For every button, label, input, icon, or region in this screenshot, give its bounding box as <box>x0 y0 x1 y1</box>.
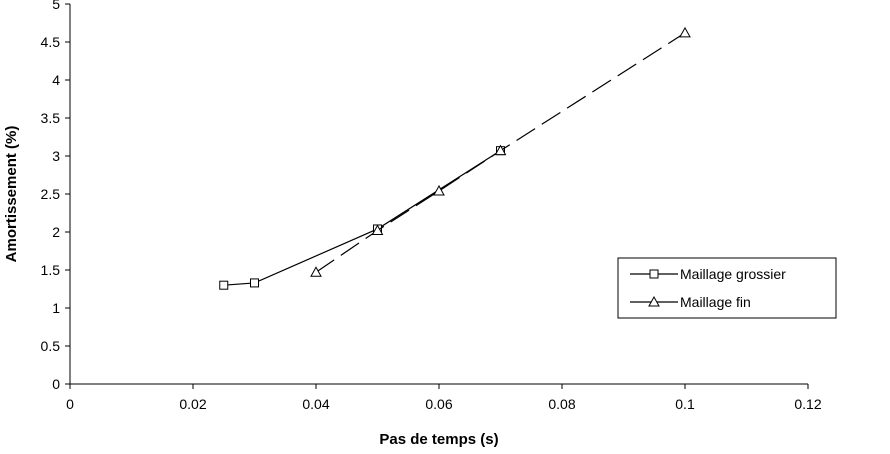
y-tick-label: 1 <box>52 300 60 316</box>
series-1 <box>219 146 505 290</box>
series-2-point <box>433 184 445 196</box>
x-tick-label: 0.02 <box>179 396 206 412</box>
legend-marker-1 <box>649 269 659 279</box>
series-2 <box>310 26 691 277</box>
y-tick-label: 1.5 <box>41 262 61 278</box>
axes: 0 0.5 1 1.5 2 2.5 3 3.5 4 4.5 5 0 0.02 0.04 0.06 0.08 0.… <box>41 0 822 412</box>
x-axis-title: Pas de temps (s) <box>379 431 498 448</box>
y-tick-label: 4.5 <box>41 34 61 50</box>
y-tick-label: 0 <box>52 376 60 392</box>
series-1-point <box>250 278 259 288</box>
legend-marker-2 <box>648 295 660 307</box>
series-2-point <box>310 266 322 277</box>
x-tick-label: 0 <box>66 396 74 412</box>
series-2-point <box>679 26 691 38</box>
legend-label-2: Maillage fin <box>680 294 751 310</box>
legend-label-1: Maillage grossier <box>680 266 786 282</box>
y-tick-label: 0.5 <box>41 338 61 354</box>
series-2-point <box>371 224 384 235</box>
x-tick-label: 0.04 <box>302 396 329 412</box>
y-tick-label: 4 <box>52 72 60 88</box>
x-tick-label: 0.08 <box>548 396 575 412</box>
legend: Maillage grossier Maillage fin <box>617 257 837 319</box>
series-2-point <box>494 144 507 156</box>
y-tick-label: 5 <box>52 0 60 12</box>
y-tick-label: 3 <box>52 148 60 164</box>
y-axis-title: Amortissement (%) <box>3 126 20 263</box>
y-tick-label: 3.5 <box>41 110 61 126</box>
x-tick-label: 0.06 <box>425 396 452 412</box>
series-2-line <box>315 32 686 273</box>
legend-box <box>617 257 837 319</box>
series-layer <box>219 26 691 290</box>
series-1-line <box>223 150 501 286</box>
x-tick-label: 0.12 <box>794 396 821 412</box>
y-tick-label: 2 <box>52 224 60 240</box>
y-tick-label: 2.5 <box>41 186 61 202</box>
x-tick-label: 0.1 <box>675 396 695 412</box>
series-1-point <box>219 280 229 290</box>
